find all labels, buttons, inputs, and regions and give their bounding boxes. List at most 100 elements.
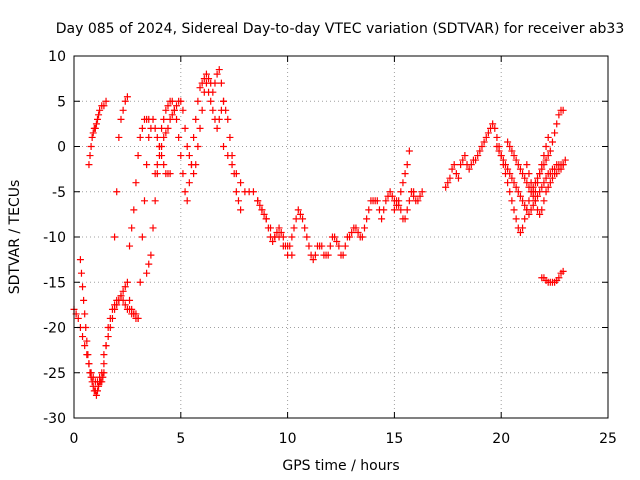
data-point: [521, 215, 529, 223]
data-point: [192, 115, 200, 123]
data-point: [115, 133, 123, 141]
data-point: [335, 242, 343, 250]
data-point: [222, 106, 230, 114]
data-point: [136, 278, 144, 286]
x-tick-label: 15: [385, 431, 403, 447]
data-point: [403, 206, 411, 214]
data-point: [508, 174, 516, 182]
data-point: [168, 111, 176, 119]
data-point: [382, 197, 390, 205]
data-point: [128, 224, 136, 232]
series-branch-c: [100, 115, 174, 359]
data-point: [117, 115, 125, 123]
data-point: [83, 337, 91, 345]
data-point: [85, 360, 93, 368]
data-point: [525, 183, 533, 191]
data-point: [540, 197, 548, 205]
data-point: [414, 197, 422, 205]
data-point: [559, 267, 567, 275]
data-point: [388, 192, 396, 200]
data-point: [234, 197, 242, 205]
data-point: [538, 206, 546, 214]
data-point: [88, 133, 96, 141]
data-point: [553, 170, 561, 178]
data-point: [80, 296, 88, 304]
y-tick-label: -5: [52, 185, 66, 201]
data-point: [209, 88, 217, 96]
data-point: [497, 152, 505, 160]
data-point: [279, 233, 287, 241]
data-point: [170, 106, 178, 114]
data-point: [177, 152, 185, 160]
data-point: [546, 147, 554, 155]
axes: 0 5 10 15 20 25 -30 -25 -20 -15 -10 -5 0 5 10: [43, 49, 617, 447]
data-point: [493, 143, 501, 150]
data-point: [92, 120, 100, 128]
data-point: [160, 133, 168, 141]
data-point: [290, 224, 298, 232]
data-point: [510, 206, 518, 214]
data-point: [318, 242, 326, 250]
data-point: [288, 233, 296, 241]
data-point: [149, 224, 157, 232]
data-point: [151, 170, 159, 178]
data-point: [145, 260, 153, 268]
data-point: [228, 161, 236, 169]
data-point: [452, 170, 460, 178]
data-point: [202, 70, 210, 78]
data-point: [185, 179, 193, 187]
data-point: [504, 179, 512, 187]
data-point: [523, 161, 531, 169]
data-point: [166, 115, 174, 123]
data-point: [200, 88, 208, 96]
data-point: [489, 120, 497, 128]
x-tick-label: 20: [492, 431, 510, 447]
data-point: [207, 97, 215, 105]
data-point: [249, 188, 257, 196]
data-point: [100, 360, 108, 368]
data-point: [525, 210, 533, 218]
series-branch-l: [493, 143, 567, 218]
data-point: [209, 106, 217, 114]
data-point: [401, 170, 409, 178]
series-branch-a: [70, 292, 142, 386]
data-point: [309, 256, 317, 264]
data-point: [269, 238, 277, 246]
data-point: [544, 133, 552, 141]
data-point: [504, 165, 512, 173]
data-point: [286, 242, 294, 250]
data-point: [482, 133, 490, 141]
data-point: [512, 183, 520, 191]
data-point: [160, 115, 168, 123]
data-point: [96, 106, 104, 114]
data-point: [183, 143, 191, 150]
data-point: [405, 197, 413, 205]
data-point: [358, 233, 366, 241]
data-point: [100, 102, 108, 110]
data-point: [484, 129, 492, 137]
data-point: [284, 251, 292, 259]
data-point: [192, 161, 200, 169]
data-point: [98, 378, 106, 386]
data-point: [299, 215, 307, 223]
data-point: [153, 133, 161, 141]
data-point: [91, 124, 99, 132]
data-point: [134, 152, 142, 160]
data-point: [181, 124, 189, 132]
data-point: [89, 129, 97, 137]
data-point: [198, 106, 206, 114]
data-point: [474, 152, 482, 160]
data-point: [185, 152, 193, 160]
x-tick-label: 5: [176, 431, 185, 447]
data-point: [132, 179, 140, 187]
data-point: [151, 197, 159, 205]
data-point: [164, 124, 172, 132]
y-tick-label: -25: [43, 366, 66, 382]
data-point: [292, 215, 300, 223]
data-point: [224, 115, 232, 123]
data-point: [504, 138, 512, 146]
data-point: [264, 224, 272, 232]
data-point: [527, 179, 535, 187]
data-point: [237, 206, 245, 214]
y-tick-label: -30: [43, 411, 66, 427]
